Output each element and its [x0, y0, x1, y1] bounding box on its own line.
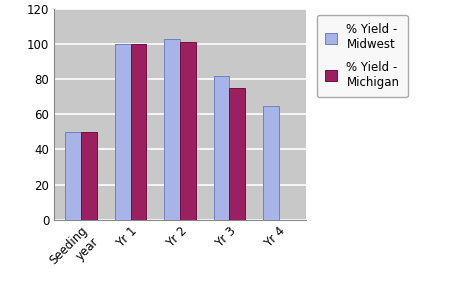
Bar [230, 88, 245, 220]
Bar [115, 44, 130, 220]
Bar [180, 42, 196, 220]
Bar [164, 39, 180, 220]
Bar [65, 132, 81, 220]
Bar [263, 106, 279, 220]
Legend: % Yield -
Midwest, % Yield -
Michigan: % Yield - Midwest, % Yield - Michigan [317, 15, 408, 97]
Bar [214, 76, 230, 220]
Bar [81, 132, 97, 220]
Bar [130, 44, 146, 220]
